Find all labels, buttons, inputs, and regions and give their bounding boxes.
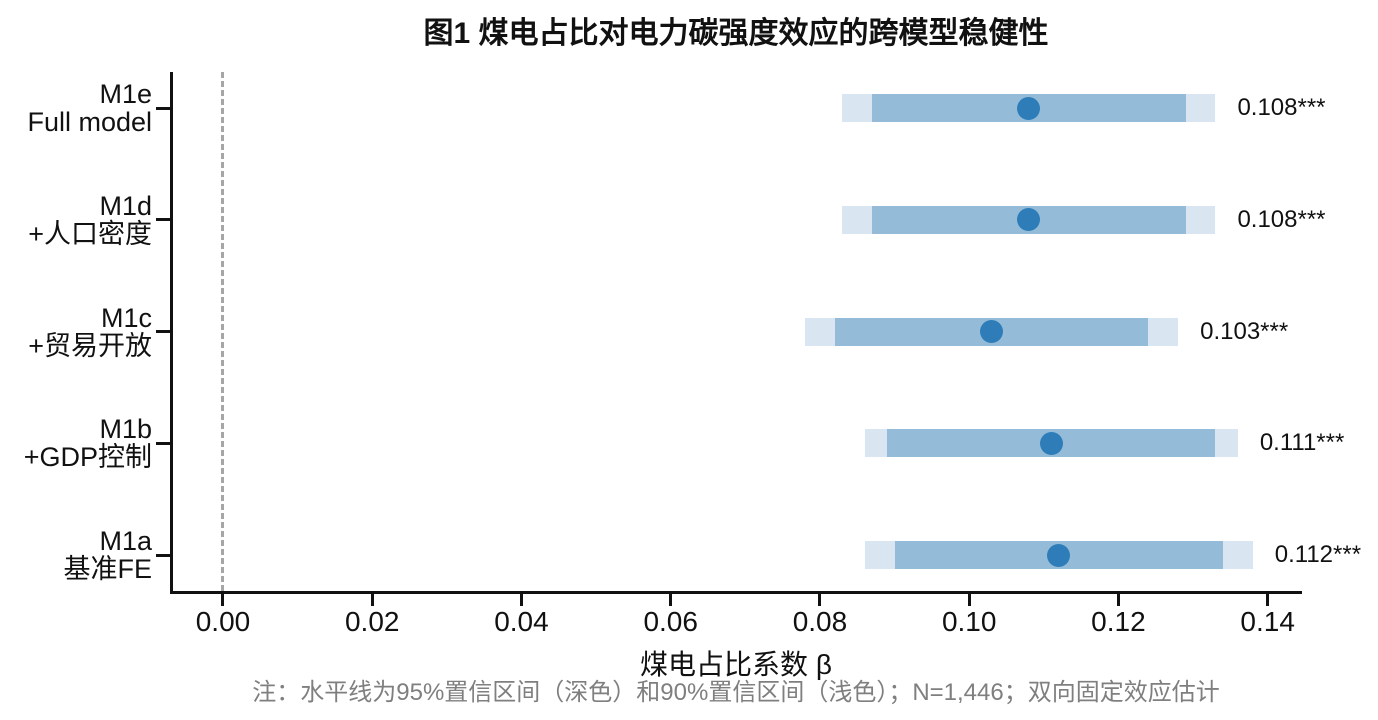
estimate-dot xyxy=(1047,543,1071,567)
estimate-dot xyxy=(1039,431,1063,455)
x-axis-tick xyxy=(967,594,971,606)
estimate-value-label: 0.108*** xyxy=(1237,94,1326,121)
estimate-value-label: 0.112*** xyxy=(1274,541,1362,568)
model-id-label: M1a xyxy=(99,526,152,556)
x-axis-tick-label: 0.06 xyxy=(643,606,698,637)
estimate-value-label: 0.103*** xyxy=(1200,317,1289,345)
model-desc-label: +GDP控制 xyxy=(23,442,152,473)
y-axis-tick xyxy=(156,553,170,557)
estimate-value-label: 0.108*** xyxy=(1237,205,1326,233)
plot-area: 0.108*** 0.108*** 0.103*** 0.111*** 0.112*** xyxy=(170,72,1361,594)
estimate-dot xyxy=(1017,208,1041,232)
model-row-label: M1e Full model xyxy=(0,80,152,136)
model-row-label: M1a 基准FE xyxy=(0,527,152,583)
x-axis-tick-label: 0.02 xyxy=(344,606,400,637)
x-axis-tick-label: 0.10 xyxy=(941,606,997,637)
estimate-dot xyxy=(1017,96,1041,120)
model-row-label: M1d +人口密度 xyxy=(0,192,152,248)
chart-title: 图1 煤电占比对电力碳强度效应的跨模型稳健性 xyxy=(423,17,1049,50)
y-axis-tick xyxy=(156,330,170,333)
x-axis-tick xyxy=(1266,594,1270,606)
x-axis-tick-label: 0.00 xyxy=(195,606,251,637)
x-axis-tick xyxy=(669,594,673,606)
footnote: 注：水平线为95%置信区间（深色）和90%置信区间（浅色）；N=1,446；双向… xyxy=(252,679,1220,706)
y-axis-tick xyxy=(156,106,170,110)
x-axis-tick-label: 0.14 xyxy=(1240,606,1295,637)
model-row-label: M1c +贸易开放 xyxy=(0,304,152,360)
x-axis-tick xyxy=(370,594,374,606)
y-axis-tick xyxy=(156,441,170,445)
x-axis-tick-label: 0.12 xyxy=(1091,606,1146,637)
model-desc-label: +贸易开放 xyxy=(28,330,152,361)
model-desc-label: Full model xyxy=(27,107,152,137)
model-id-label: M1c xyxy=(100,302,152,333)
x-axis-tick-label: 0.08 xyxy=(792,606,848,637)
model-row-label: M1b +GDP控制 xyxy=(0,415,152,471)
model-id-label: M1b xyxy=(99,414,152,445)
y-axis-tick xyxy=(156,218,170,222)
model-desc-label: +人口密度 xyxy=(28,218,152,249)
y-axis-line xyxy=(170,72,173,594)
model-desc-label: 基准FE xyxy=(63,554,152,584)
estimate-value-label: 0.111*** xyxy=(1259,429,1345,457)
x-axis-label: 煤电占比系数 β xyxy=(640,649,832,680)
x-axis-tick-label: 0.04 xyxy=(494,606,549,637)
model-id-label: M1d xyxy=(99,190,152,221)
zero-reference-line xyxy=(221,72,225,591)
x-axis-tick xyxy=(1116,594,1120,606)
x-axis-line xyxy=(170,591,1302,594)
x-axis-tick xyxy=(221,594,225,606)
x-axis-tick xyxy=(818,594,822,606)
estimate-dot xyxy=(980,320,1004,343)
x-axis-tick xyxy=(519,594,523,606)
model-id-label: M1e xyxy=(99,79,152,109)
